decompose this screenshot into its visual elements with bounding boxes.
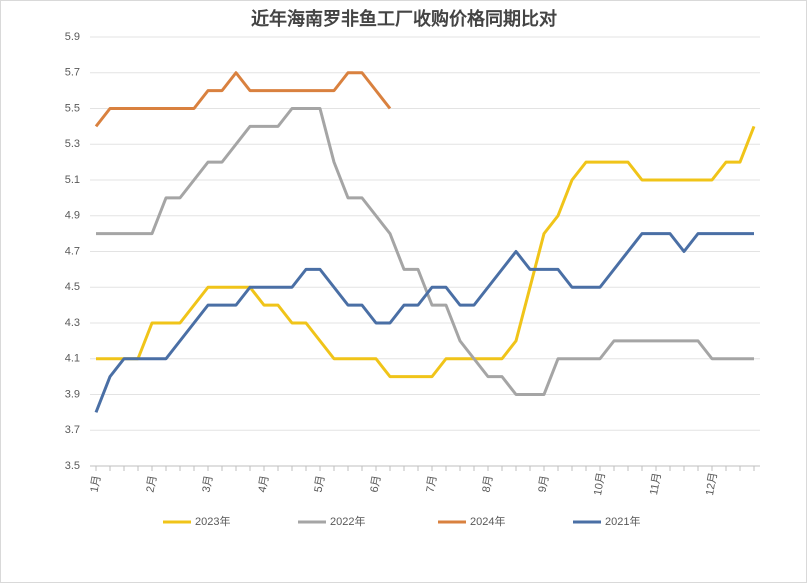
series-line: [94, 232, 754, 413]
chart-title: 近年海南罗非鱼工厂收购价格同期比对: [251, 8, 557, 30]
y-tick-label: 5.7: [65, 67, 80, 79]
x-tick-label: 12月: [704, 471, 720, 496]
legend-label: 2023年: [195, 514, 230, 528]
legend-label: 2024年: [470, 514, 505, 528]
x-tick-label: 7月: [425, 475, 440, 494]
x-tick-label: 1月: [89, 475, 104, 494]
x-tick-label: 10月: [592, 471, 608, 496]
x-tick-label: 4月: [257, 475, 272, 494]
x-tick-label: 8月: [481, 475, 496, 494]
x-tick-label: 11月: [648, 472, 664, 496]
x-tick-label: 5月: [313, 475, 328, 494]
series-line: [96, 107, 754, 396]
legend-label: 2021年: [605, 514, 640, 528]
y-tick-label: 3.7: [65, 424, 80, 436]
y-tick-label: 5.3: [65, 138, 80, 150]
y-tick-label: 4.1: [65, 353, 80, 365]
y-tick-label: 3.9: [65, 388, 80, 400]
x-tick-label: 3月: [201, 475, 216, 494]
y-tick-label: 4.5: [65, 281, 80, 293]
x-tick-label: 2月: [145, 475, 160, 494]
y-tick-label: 4.3: [65, 317, 80, 329]
y-tick-label: 3.5: [65, 460, 80, 472]
legend-label: 2022年: [330, 514, 365, 528]
y-tick-label: 4.7: [65, 245, 80, 257]
x-tick-label: 9月: [537, 475, 552, 494]
series-line: [96, 125, 756, 379]
y-tick-label: 5.5: [65, 102, 80, 114]
x-tick-label: 6月: [369, 475, 384, 494]
y-tick-label: 5.9: [65, 31, 80, 43]
y-tick-label: 5.1: [65, 174, 80, 186]
y-tick-label: 4.9: [65, 210, 80, 222]
series-line: [94, 71, 392, 128]
